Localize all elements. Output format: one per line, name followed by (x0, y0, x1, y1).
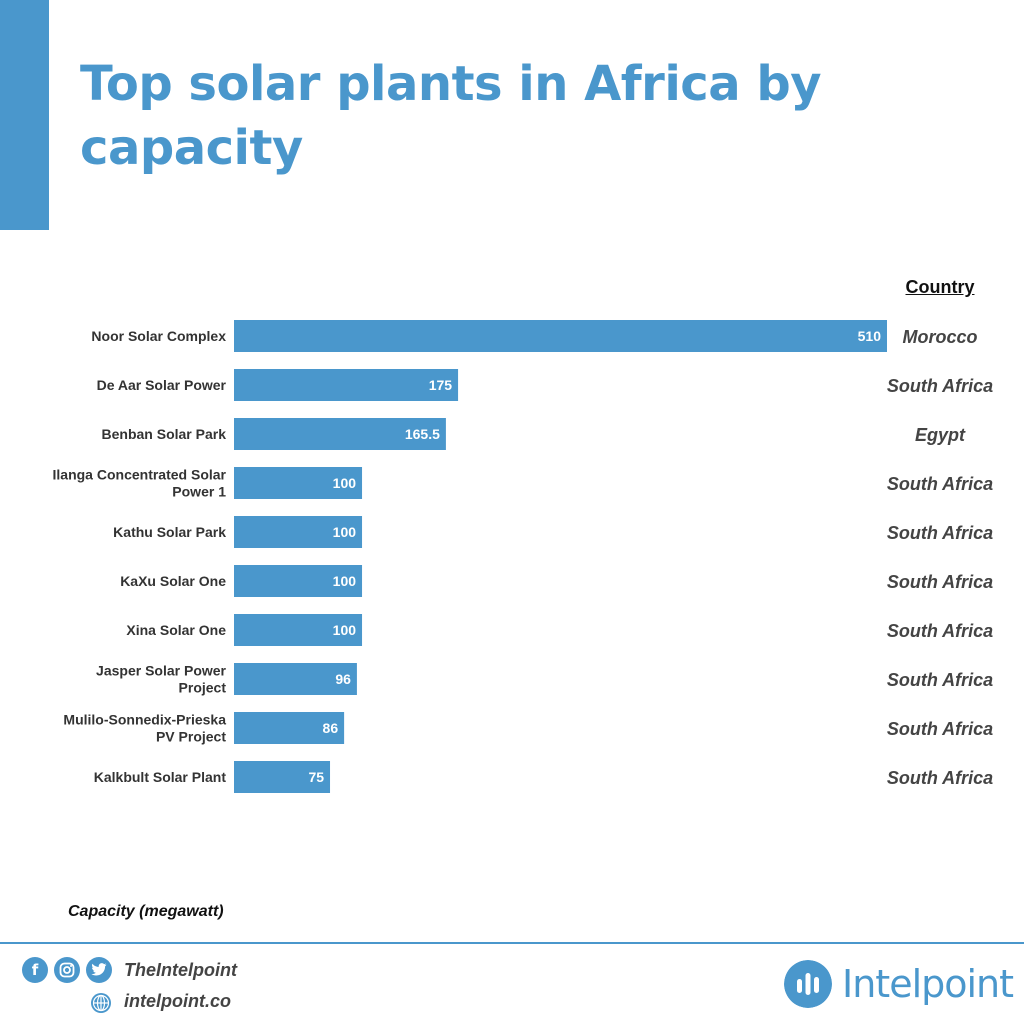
country-label: South Africa (887, 670, 993, 690)
bar (234, 565, 363, 597)
category-label: Mulilo-Sonnedix-Prieska (63, 712, 226, 728)
globe-icon (91, 993, 111, 1013)
category-label: Kalkbult Solar Plant (94, 769, 227, 785)
category-label: Jasper Solar Power (96, 663, 227, 679)
bar (234, 663, 357, 695)
social-handle[interactable]: TheIntelpoint (124, 960, 237, 980)
bar-value-label: 165.5 (405, 426, 440, 442)
country-label: South Africa (887, 572, 993, 592)
instagram-icon[interactable] (54, 957, 80, 983)
bar-value-label: 86 (323, 720, 339, 736)
logo-mark-icon (784, 960, 832, 1008)
bar-value-label: 510 (858, 328, 882, 344)
bar-chart: 510 Noor Solar Complex Morocco 175 De Aar So… (53, 320, 993, 793)
bar (234, 516, 363, 548)
country-label: Egypt (915, 425, 966, 445)
bar (234, 614, 363, 646)
category-label: Power 1 (172, 484, 226, 500)
bar (234, 369, 459, 401)
category-label: Noor Solar Complex (91, 328, 226, 344)
bar (234, 320, 887, 352)
country-label: Morocco (902, 327, 977, 347)
category-label: Project (179, 680, 227, 696)
bar-value-label: 100 (333, 475, 357, 491)
website-link[interactable]: intelpoint.co (124, 991, 231, 1011)
bar (234, 712, 345, 744)
country-label: South Africa (887, 376, 993, 396)
category-label: KaXu Solar One (120, 573, 226, 589)
bar-value-label: 100 (333, 573, 357, 589)
category-label: De Aar Solar Power (97, 377, 227, 393)
country-column-header: Country (905, 277, 975, 297)
category-label: PV Project (156, 729, 226, 745)
twitter-icon[interactable] (86, 957, 112, 983)
footer-divider (0, 942, 1024, 944)
bar-value-label: 75 (308, 769, 324, 785)
chart-title: Top solar plants in Africa by capacity (80, 56, 821, 176)
bar-value-label: 96 (335, 671, 351, 687)
country-label: South Africa (887, 768, 993, 788)
bar-value-label: 100 (333, 622, 357, 638)
bar (234, 761, 331, 793)
social-links: f (22, 957, 112, 983)
x-axis-label: Capacity (megawatt) (68, 903, 224, 920)
country-label: South Africa (887, 621, 993, 641)
bar (234, 467, 363, 499)
country-label: South Africa (887, 474, 993, 494)
bar-value-label: 100 (333, 524, 357, 540)
brand-logo: Intelpoint (784, 960, 1014, 1008)
brand-name: Intelpoint (842, 962, 1014, 1006)
bar-value-label: 175 (429, 377, 453, 393)
country-label: South Africa (887, 719, 993, 739)
category-label: Kathu Solar Park (113, 524, 226, 540)
bar (234, 418, 446, 450)
category-label: Xina Solar One (126, 622, 226, 638)
country-label: South Africa (887, 523, 993, 543)
facebook-icon[interactable]: f (22, 957, 48, 983)
category-label: Ilanga Concentrated Solar (53, 467, 227, 483)
side-accent-bar (0, 0, 49, 230)
category-label: Benban Solar Park (102, 426, 227, 442)
